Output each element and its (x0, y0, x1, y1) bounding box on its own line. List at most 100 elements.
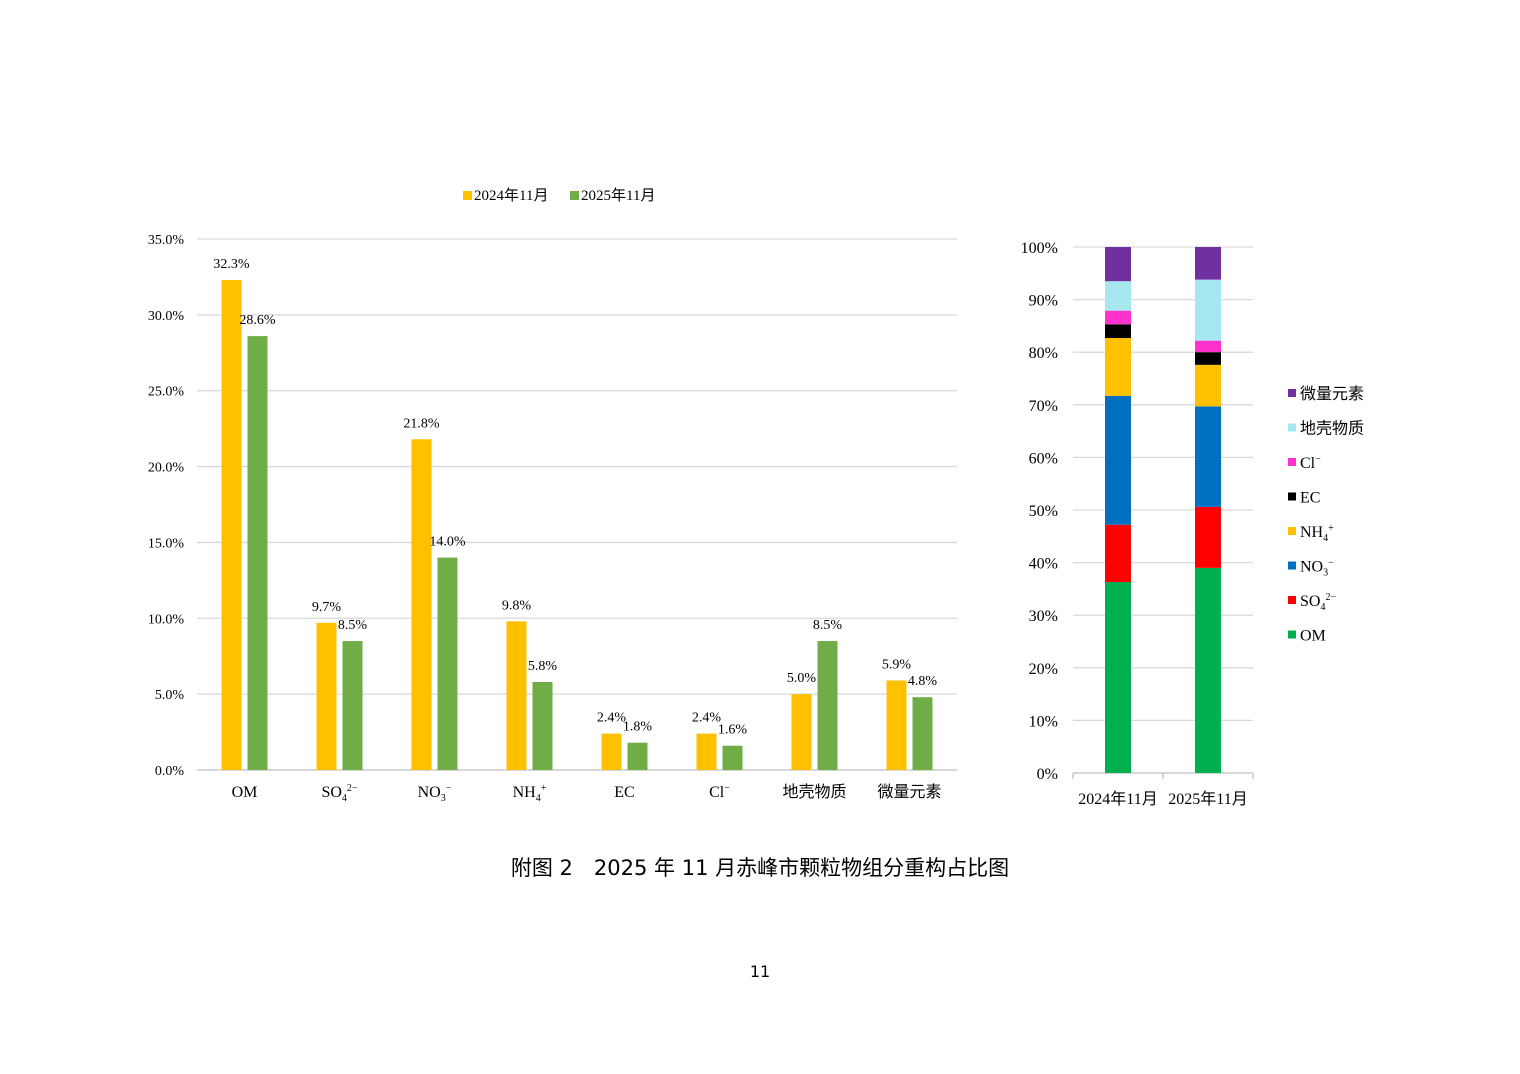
y-tick-label: 10.0% (148, 612, 185, 627)
x-tick-label-subscript: 3 (441, 793, 446, 804)
legend-swatch (1288, 561, 1296, 570)
legend-label: 微量元素 (1300, 385, 1364, 403)
y-tick-label: 60% (1029, 450, 1058, 467)
stack-segment (1195, 247, 1221, 280)
data-label: 28.6% (239, 313, 276, 328)
x-tick-label-main: 微量元素 (877, 783, 941, 801)
legend-swatch (1288, 492, 1296, 501)
y-tick-label: 20.0% (148, 461, 185, 476)
stack-segment (1105, 247, 1131, 282)
x-tick-label-main: EC (614, 784, 634, 801)
x-tick-label: NH4+ (513, 783, 547, 804)
x-tick-label: EC (614, 784, 634, 801)
legend-label-superscript: 2− (1325, 592, 1336, 603)
x-tick-label-subscript: 4 (536, 793, 541, 804)
bar (506, 621, 527, 770)
legend-swatch (463, 191, 472, 200)
y-tick-label: 40% (1029, 556, 1058, 573)
legend-label-main: Cl (1300, 455, 1316, 472)
bar (342, 641, 363, 770)
bar (411, 439, 432, 770)
x-tick-label: 2025年11月 (1168, 790, 1247, 808)
x-tick-label: SO42− (321, 783, 357, 804)
stack-segment (1195, 340, 1221, 353)
stacked-chart-gridlines (1072, 246, 1254, 779)
legend-label-superscript: − (1328, 558, 1334, 569)
y-tick-label: 10% (1029, 713, 1058, 730)
legend-label-superscript: − (1315, 454, 1321, 465)
data-label: 5.9% (882, 657, 912, 672)
legend-label-main: 微量元素 (1300, 385, 1364, 403)
bar (532, 682, 553, 770)
y-tick-label: 0% (1037, 766, 1058, 783)
y-tick-label: 100% (1021, 240, 1058, 257)
bar-chart-y-tick-labels: 0.0% 5.0% 10.0% 15.0% 20.0% 25.0% 30.0% 35.0% (148, 233, 185, 779)
bar (791, 694, 812, 770)
bar (912, 697, 933, 770)
legend-label-main: NO (1300, 559, 1323, 576)
stack-segment (1195, 352, 1221, 365)
x-tick-label: 地壳物质 (782, 783, 846, 801)
legend-label-main: 地壳物质 (1300, 420, 1364, 438)
bar-chart-gridlines (197, 238, 957, 771)
y-tick-label: 35.0% (148, 233, 185, 248)
stacked-chart-y-tick-labels: 0% 10% 20% 30% 40% 50% 60% 70% 80% 90% 100% (1021, 240, 1058, 783)
legend-swatch (1288, 630, 1296, 639)
bar (696, 733, 717, 770)
legend-label: EC (1300, 490, 1320, 507)
data-label: 2.4% (692, 711, 722, 726)
bar-chart-data-labels: 32.3% 28.6% 9.7% 8.5% 21.8% 14.0% 9.8% 5.8% 2.4%… (213, 257, 937, 738)
y-tick-label: 30.0% (148, 309, 185, 324)
legend-label-subscript: 3 (1323, 568, 1328, 579)
legend-label-main: NH (1300, 524, 1324, 541)
y-tick-label: 30% (1029, 608, 1058, 625)
bar-chart-bars (221, 279, 933, 770)
bar (316, 622, 337, 770)
data-label: 1.8% (623, 720, 653, 735)
data-label: 32.3% (213, 257, 250, 272)
y-tick-label: 15.0% (148, 536, 185, 551)
x-tick-label-main: 地壳物质 (782, 783, 846, 801)
x-tick-label-main: Cl (709, 784, 725, 801)
legend-swatch (570, 191, 579, 200)
legend-label: SO42− (1300, 592, 1336, 613)
stack-segment (1105, 582, 1131, 773)
legend-label-superscript: + (1328, 523, 1334, 534)
legend-label-main: OM (1300, 628, 1326, 645)
x-tick-label: 微量元素 (877, 783, 941, 801)
stack-segment (1195, 364, 1221, 407)
legend-swatch (1288, 596, 1296, 604)
legend-label: Cl− (1300, 454, 1321, 472)
data-label: 5.0% (787, 671, 817, 686)
legend-label: 地壳物质 (1300, 420, 1364, 438)
legend-swatch (1288, 458, 1296, 466)
legend-label: NO3− (1300, 558, 1334, 579)
bar (817, 641, 838, 770)
page-number: 11 (749, 962, 771, 981)
y-tick-label: 80% (1029, 345, 1058, 362)
data-label: 21.8% (403, 416, 440, 431)
stacked-chart-segments (1105, 247, 1221, 773)
stack-segment (1105, 395, 1131, 525)
y-tick-label: 20% (1029, 661, 1058, 678)
bar-chart-legend: 2024年11月 2025年11月 (463, 187, 655, 204)
data-label: 2.4% (597, 711, 627, 726)
x-tick-label-main: SO (321, 784, 341, 801)
stack-segment (1195, 506, 1221, 568)
x-tick-label-superscript: − (724, 783, 730, 794)
x-tick-label-main: NH (513, 784, 537, 801)
legend-swatch (1288, 527, 1296, 535)
data-label: 8.5% (338, 618, 368, 633)
y-tick-label: 5.0% (155, 688, 185, 703)
stack-segment (1195, 406, 1221, 507)
data-label: 9.7% (312, 600, 342, 615)
stack-segment (1195, 567, 1221, 773)
bar (886, 680, 907, 770)
legend-swatch (1288, 389, 1296, 397)
y-tick-label: 25.0% (148, 385, 185, 400)
x-tick-label: Cl− (709, 783, 730, 801)
stack-segment (1105, 324, 1131, 338)
bar (221, 279, 242, 770)
